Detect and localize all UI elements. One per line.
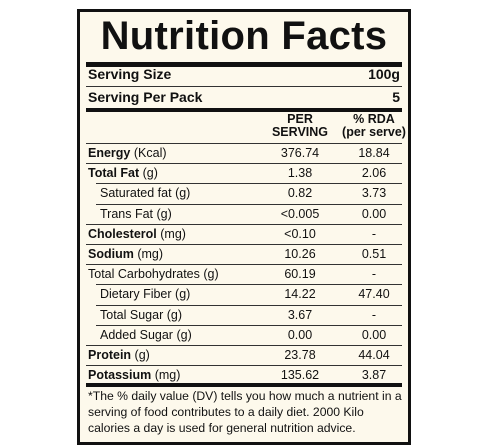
row-label: Potassium (mg) <box>88 368 180 382</box>
nutrient-unit: (g) <box>175 186 191 201</box>
row-label: Total Fat (g) <box>88 166 158 180</box>
rule <box>96 203 402 205</box>
per-serving-value: 10.26 <box>284 247 316 261</box>
rda-value: 0.00 <box>361 327 387 342</box>
per-serving-value: 376.74 <box>280 146 320 160</box>
per-serving-value: 0.82 <box>287 186 313 201</box>
per-serving-value: 3.67 <box>287 307 313 322</box>
rule <box>86 62 402 67</box>
nutrient-unit: (g) <box>176 327 192 342</box>
rule <box>86 108 402 112</box>
nutrient-unit: (g) <box>203 267 219 282</box>
rule <box>96 183 402 185</box>
nutrient-name: Added Sugar <box>100 327 173 342</box>
nutrient-name: Saturated fat <box>100 186 172 201</box>
nutrient-name: Trans Fat <box>100 206 154 221</box>
serving-pack-value: 5 <box>392 89 400 105</box>
nutrient-name: Total Sugar <box>100 307 164 322</box>
rule <box>86 86 402 87</box>
nutrient-name: Dietary Fiber <box>100 287 172 302</box>
row-label: Trans Fat (g) <box>100 207 172 221</box>
rule <box>86 383 402 387</box>
rule <box>86 143 402 144</box>
nutrition-label: Nutrition Facts Serving Size 100g Servin… <box>77 9 411 445</box>
row-label: Total Carbohydrates (g) <box>88 267 219 281</box>
nutrient-name: Total Fat <box>88 166 140 181</box>
nutrient-unit: (g) <box>166 307 182 322</box>
rule <box>96 324 402 326</box>
nutrient-unit: (g) <box>175 287 191 302</box>
serving-pack-label: Serving Per Pack <box>88 89 203 105</box>
nutrient-name: Protein <box>88 348 132 362</box>
rda-value: 3.73 <box>361 186 387 201</box>
rda-value: 0.51 <box>361 247 387 261</box>
rule <box>96 304 402 306</box>
serving-size-value: 100g <box>368 66 400 82</box>
rda-value: 0.00 <box>361 206 387 221</box>
per-serving-value: 0.00 <box>287 327 313 342</box>
per-serving-value: 60.19 <box>284 267 316 282</box>
rda-value: 47.40 <box>358 287 390 302</box>
row-label: Sodium (mg) <box>88 247 163 261</box>
row-label: Protein (g) <box>88 348 150 362</box>
rule <box>96 284 402 286</box>
rule <box>86 345 402 346</box>
row-label: Cholesterol (mg) <box>88 227 186 241</box>
rule <box>86 244 402 245</box>
nutrient-name: Energy <box>88 146 131 160</box>
nutrient-name: Potassium <box>88 368 152 383</box>
nutrient-unit: (g) <box>156 206 172 221</box>
rule <box>86 223 402 225</box>
rda-value: 18.84 <box>358 146 390 160</box>
nutrient-unit: (mg) <box>137 247 164 261</box>
footnote: *The % daily value (DV) tells you how mu… <box>88 389 402 435</box>
per-serving-value: <0.10 <box>284 226 316 241</box>
rda-value: 2.06 <box>361 166 387 181</box>
row-label: Added Sugar (g) <box>100 328 192 342</box>
rule <box>86 365 402 367</box>
nutrient-unit: (Kcal) <box>133 146 167 160</box>
title: Nutrition Facts <box>100 14 388 58</box>
per-serving-value: 14.22 <box>284 287 316 302</box>
nutrient-unit: (g) <box>134 348 150 362</box>
serving-size-label: Serving Size <box>88 66 172 82</box>
rda-value: 44.04 <box>358 348 390 362</box>
nutrient-unit: (mg) <box>154 368 181 383</box>
per-serving-value: 1.38 <box>287 166 313 181</box>
rda-value: 3.87 <box>361 368 387 383</box>
per-serving-value: 135.62 <box>280 368 320 383</box>
rule <box>86 264 402 266</box>
rda-value: - <box>371 307 377 322</box>
rda-value: - <box>371 226 377 241</box>
rule <box>86 163 402 165</box>
rda-value: - <box>371 267 377 282</box>
row-label: Saturated fat (g) <box>100 186 190 200</box>
nutrient-unit: (g) <box>142 166 158 181</box>
per-serving-value: <0.005 <box>280 206 320 221</box>
column-header: PER SERVING <box>271 112 329 139</box>
nutrient-name: Total Carbohydrates <box>88 267 200 282</box>
per-serving-value: 23.78 <box>284 348 316 362</box>
nutrient-unit: (mg) <box>160 226 186 241</box>
row-label: Dietary Fiber (g) <box>100 287 190 301</box>
nutrient-name: Cholesterol <box>88 226 157 241</box>
nutrient-name: Sodium <box>88 247 134 261</box>
column-header: % RDA (per serve) <box>342 112 406 139</box>
row-label: Energy (Kcal) <box>88 146 167 160</box>
row-label: Total Sugar (g) <box>100 308 182 322</box>
